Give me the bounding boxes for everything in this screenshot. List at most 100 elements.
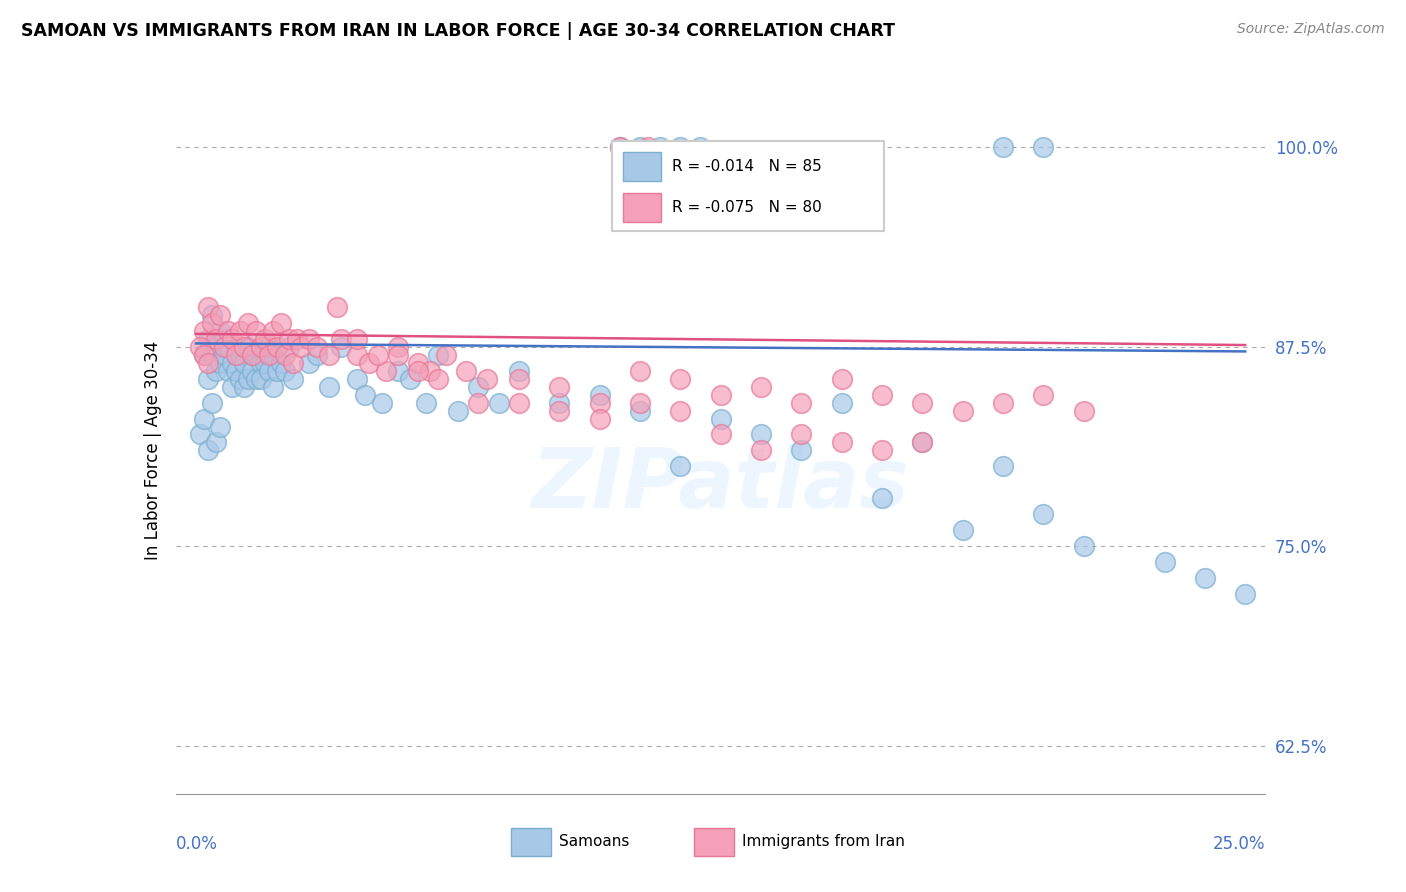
Point xyxy=(277,340,299,354)
Point xyxy=(427,371,450,385)
Point xyxy=(588,395,610,409)
Point xyxy=(354,387,377,401)
Point xyxy=(406,356,429,370)
Y-axis label: In Labor Force | Age 30-34: In Labor Force | Age 30-34 xyxy=(143,341,162,560)
Point xyxy=(669,403,692,417)
Point xyxy=(193,348,215,362)
Point xyxy=(831,435,853,450)
Point xyxy=(209,308,232,322)
Point xyxy=(952,403,974,417)
Point xyxy=(1234,587,1257,601)
Point xyxy=(330,332,353,346)
Point xyxy=(209,356,232,370)
Point xyxy=(229,348,252,362)
Point xyxy=(387,340,409,354)
Point xyxy=(205,332,228,346)
Point xyxy=(249,340,271,354)
Point xyxy=(257,340,280,354)
Point xyxy=(262,324,284,338)
Point xyxy=(326,300,349,314)
Point xyxy=(257,363,280,377)
Point xyxy=(398,371,420,385)
Point xyxy=(588,411,610,425)
Point xyxy=(367,348,389,362)
Text: Source: ZipAtlas.com: Source: ZipAtlas.com xyxy=(1237,22,1385,37)
Point xyxy=(201,316,224,330)
Point xyxy=(212,332,235,346)
Point xyxy=(467,395,489,409)
Point xyxy=(229,371,252,385)
Point xyxy=(346,371,368,385)
Point xyxy=(225,340,247,354)
Point xyxy=(217,324,239,338)
Point xyxy=(201,395,224,409)
Point xyxy=(669,459,692,474)
Point xyxy=(911,435,934,450)
Point xyxy=(270,356,292,370)
Point xyxy=(1194,571,1216,585)
Point xyxy=(233,356,256,370)
Point xyxy=(689,140,711,154)
Point xyxy=(831,371,853,385)
Point xyxy=(790,443,813,458)
Point xyxy=(637,140,659,154)
Point xyxy=(193,324,215,338)
Point xyxy=(790,395,813,409)
Point xyxy=(911,395,934,409)
Point xyxy=(305,348,328,362)
Point xyxy=(508,395,530,409)
Point xyxy=(434,348,457,362)
Point xyxy=(249,356,271,370)
Point xyxy=(229,324,252,338)
Point xyxy=(242,348,264,362)
Point xyxy=(285,332,308,346)
Point xyxy=(245,324,267,338)
Point xyxy=(669,140,692,154)
Point xyxy=(387,348,409,362)
Point xyxy=(508,363,530,377)
Point xyxy=(193,411,215,425)
Text: 25.0%: 25.0% xyxy=(1213,835,1265,853)
Point xyxy=(628,395,651,409)
Point xyxy=(870,443,893,458)
Point xyxy=(609,140,631,154)
Point xyxy=(212,348,235,362)
Point xyxy=(242,363,264,377)
Point xyxy=(318,379,340,393)
Point xyxy=(508,371,530,385)
Point xyxy=(281,356,304,370)
Point xyxy=(346,348,368,362)
Text: 0.0%: 0.0% xyxy=(176,835,218,853)
Point xyxy=(193,348,215,362)
Point xyxy=(221,356,243,370)
Point xyxy=(197,300,219,314)
Point xyxy=(201,308,224,322)
Text: SAMOAN VS IMMIGRANTS FROM IRAN IN LABOR FORCE | AGE 30-34 CORRELATION CHART: SAMOAN VS IMMIGRANTS FROM IRAN IN LABOR … xyxy=(21,22,896,40)
Point xyxy=(346,332,368,346)
Point xyxy=(209,419,232,434)
Point xyxy=(253,356,276,370)
Point xyxy=(456,363,478,377)
Point xyxy=(467,379,489,393)
Point xyxy=(588,387,610,401)
Point xyxy=(257,348,280,362)
Point xyxy=(233,379,256,393)
Point xyxy=(205,435,228,450)
Point xyxy=(217,340,239,354)
Point xyxy=(245,348,267,362)
Point xyxy=(628,140,651,154)
Point xyxy=(242,348,264,362)
Point xyxy=(205,340,228,354)
Point xyxy=(419,363,441,377)
Point xyxy=(188,340,211,354)
Point xyxy=(238,371,260,385)
Point xyxy=(281,371,304,385)
Point xyxy=(298,332,321,346)
Point xyxy=(290,340,312,354)
Point xyxy=(991,395,1014,409)
Point xyxy=(710,411,733,425)
Point xyxy=(262,379,284,393)
Point xyxy=(415,395,437,409)
Point xyxy=(262,348,284,362)
Point xyxy=(217,363,239,377)
